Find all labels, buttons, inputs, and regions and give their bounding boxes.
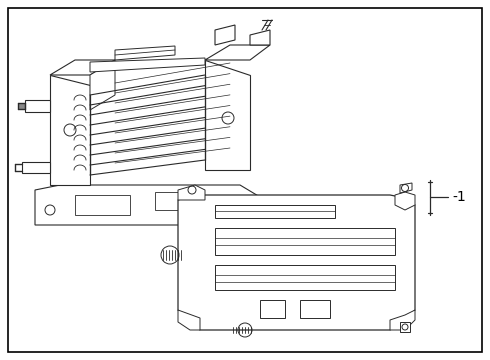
Polygon shape (178, 195, 415, 330)
Polygon shape (155, 192, 200, 210)
Polygon shape (260, 300, 285, 318)
Polygon shape (205, 60, 250, 170)
Polygon shape (178, 310, 200, 330)
Polygon shape (178, 185, 205, 200)
Polygon shape (90, 58, 205, 72)
Polygon shape (215, 265, 395, 290)
Polygon shape (115, 46, 175, 60)
Polygon shape (300, 300, 330, 318)
Polygon shape (50, 75, 90, 185)
Polygon shape (25, 100, 50, 112)
Polygon shape (395, 192, 415, 210)
Polygon shape (400, 322, 410, 332)
Polygon shape (22, 162, 50, 173)
Polygon shape (215, 25, 235, 45)
Polygon shape (400, 183, 412, 193)
Polygon shape (390, 310, 415, 330)
Polygon shape (215, 205, 335, 218)
Polygon shape (35, 185, 265, 225)
Polygon shape (50, 60, 115, 75)
Polygon shape (215, 228, 395, 255)
Polygon shape (90, 60, 115, 110)
Text: -1: -1 (452, 190, 466, 204)
Polygon shape (205, 45, 270, 60)
Polygon shape (75, 195, 130, 215)
Polygon shape (250, 30, 270, 45)
